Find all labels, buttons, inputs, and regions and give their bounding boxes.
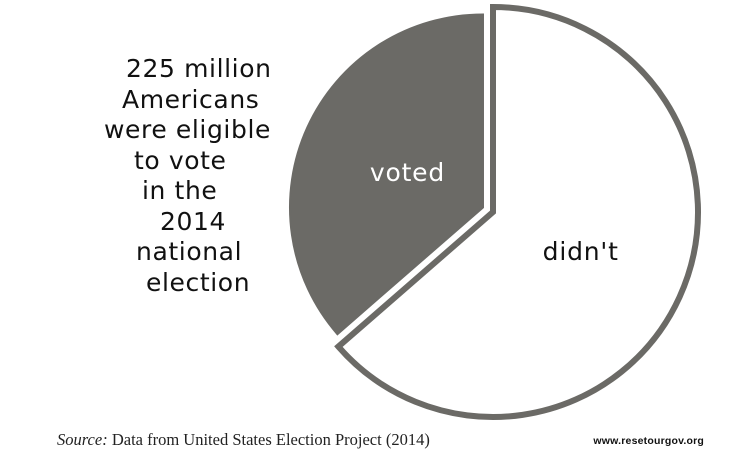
source-note: Source: Data from United States Election… bbox=[57, 430, 430, 450]
caption-line: 2014 bbox=[160, 206, 227, 236]
source-label: Source: bbox=[57, 430, 108, 449]
pie-slice-voted bbox=[289, 13, 484, 336]
caption-line: election bbox=[146, 267, 251, 297]
caption-line: to vote bbox=[134, 145, 227, 175]
slice-label-didnt: didn't bbox=[543, 237, 619, 266]
chart-caption: 225 million Americans were eligible to v… bbox=[96, 54, 296, 298]
caption-line: in the bbox=[142, 176, 218, 205]
pie-slice-didnt bbox=[334, 3, 701, 420]
website-url: www.resetourgov.org bbox=[593, 435, 704, 447]
caption-line: were eligible bbox=[104, 115, 271, 144]
caption-line: 225 million bbox=[126, 54, 272, 83]
slice-label-voted: voted bbox=[370, 158, 445, 187]
caption-line: national bbox=[136, 237, 243, 266]
source-text: Data from United States Election Project… bbox=[107, 430, 430, 449]
caption-line: Americans bbox=[122, 84, 260, 114]
